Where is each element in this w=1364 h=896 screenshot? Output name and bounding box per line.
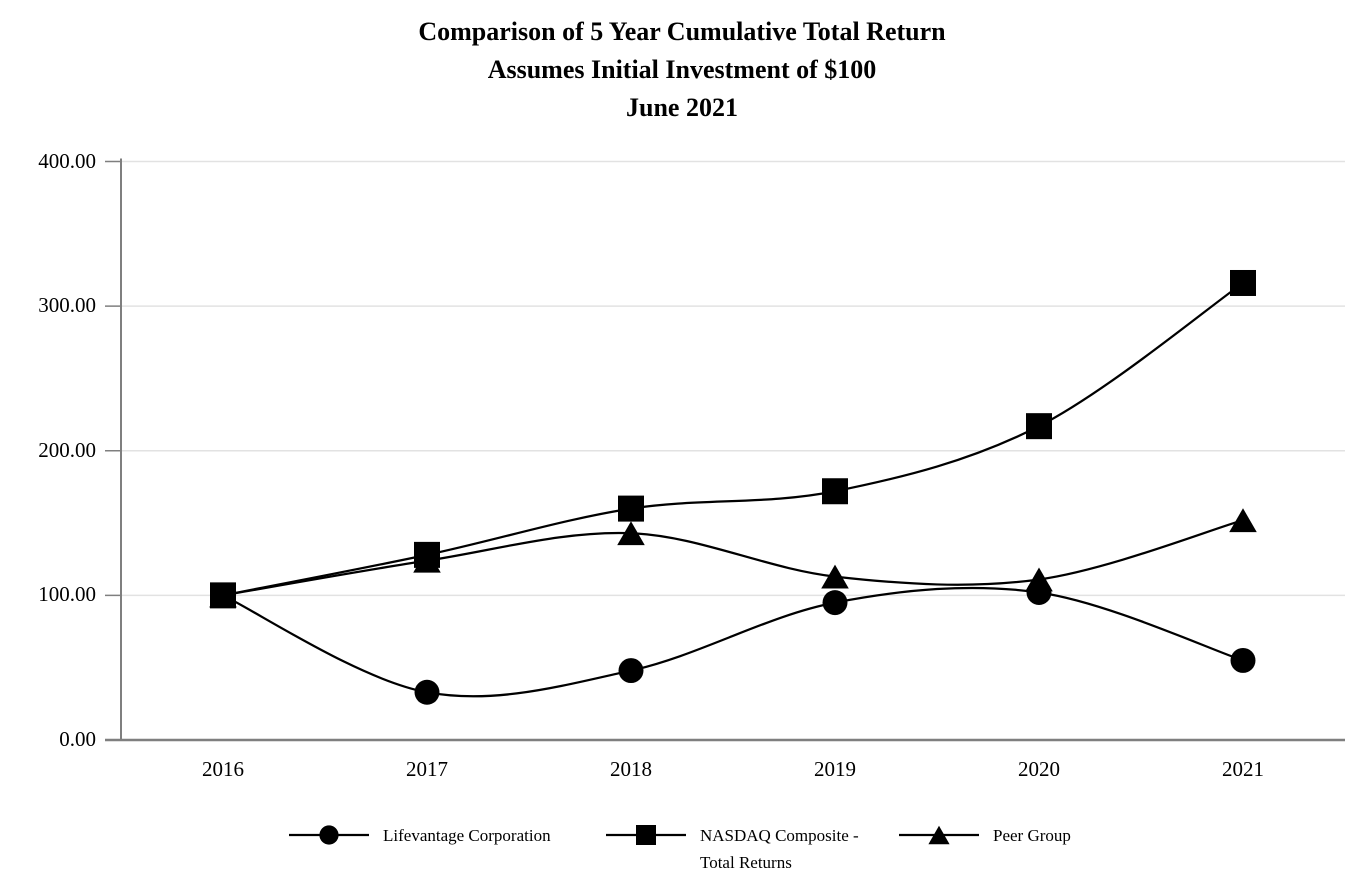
y-tick-label-0.00: 0.00 [59,727,96,751]
legend-item-square: NASDAQ Composite - Total Returns [605,818,859,876]
legend-item-triangle: Peer Group [898,818,1071,852]
legend-label-line: Peer Group [993,826,1071,845]
chart-title-line-2: Assumes Initial Investment of $100 [487,55,877,84]
data-point-square-2020 [1026,413,1052,440]
legend-marker-triangle-icon [899,825,979,845]
data-point-triangle-2018 [617,521,645,546]
x-tick-label-2018: 2018 [610,757,652,781]
data-point-square-2018 [618,495,644,522]
data-point-triangle-2019 [821,564,849,589]
legend-label-line: Lifevantage Corporation [383,826,551,845]
data-point-triangle-2017 [413,548,441,573]
chart-title-line-1: Comparison of 5 Year Cumulative Total Re… [418,17,946,46]
series-line-square [222,282,1244,597]
legend-marker-square-icon [606,825,686,845]
data-point-triangle-2016 [209,583,237,608]
y-tick-label-100.00: 100.00 [38,582,96,607]
x-tick-label-2017: 2017 [406,757,448,781]
legend-glyph-circle [319,825,339,845]
chart-title-block: Comparison of 5 Year Cumulative Total Re… [0,13,1364,127]
legend-glyph-triangle [928,825,950,845]
x-tick-label-2016: 2016 [202,757,244,781]
legend-marker-circle-icon [289,825,369,845]
data-point-square-2021 [1230,269,1256,296]
data-point-circle-2017 [414,679,440,705]
x-tick-label-2019: 2019 [814,757,856,781]
y-tick-label-300.00: 300.00 [38,293,96,318]
legend-label-circle: Lifevantage Corporation [383,822,551,849]
series-line-triangle [222,519,1244,597]
data-point-triangle-2020 [1025,567,1053,592]
data-point-circle-2018 [618,658,644,684]
legend-item-circle: Lifevantage Corporation [288,818,551,852]
x-tick-label-2021: 2021 [1222,757,1264,781]
y-tick-label-400.00: 400.00 [38,148,96,173]
legend-label-triangle: Peer Group [993,822,1071,849]
chart-title-line-3: June 2021 [626,93,738,122]
legend-label-line: NASDAQ Composite - [700,826,859,845]
y-tick-label-200.00: 200.00 [38,437,96,462]
series-line-circle [222,586,1244,698]
data-point-circle-2019 [822,590,848,616]
legend-glyph-square [636,825,656,845]
legend-label-square: NASDAQ Composite - Total Returns [700,822,859,876]
data-point-triangle-2021 [1229,508,1257,533]
data-point-square-2019 [822,478,848,505]
legend-label-line: Total Returns [700,853,792,872]
data-point-circle-2021 [1230,647,1256,673]
x-tick-label-2020: 2020 [1018,757,1060,781]
